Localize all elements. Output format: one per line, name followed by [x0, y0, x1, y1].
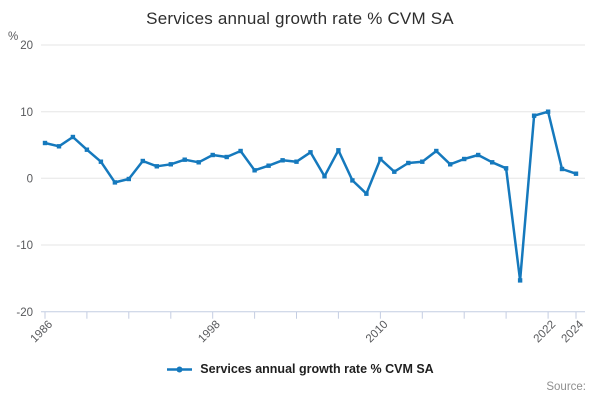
- data-point: [531, 113, 537, 118]
- data-point: [140, 158, 145, 164]
- data-point: [182, 157, 187, 162]
- data-point: [517, 278, 523, 283]
- data-point: [364, 191, 369, 196]
- data-point: [266, 163, 271, 168]
- svg-text:1986: 1986: [29, 319, 56, 346]
- data-point: [392, 169, 397, 174]
- data-point: [378, 156, 383, 162]
- source-label: Source:: [546, 381, 586, 393]
- data-point: [84, 147, 90, 152]
- data-point: [476, 152, 481, 158]
- data-point: [252, 168, 257, 173]
- legend-label: Services annual growth rate % CVM SA: [200, 362, 434, 376]
- series-line: [42, 109, 579, 283]
- svg-text:-20: -20: [16, 307, 33, 319]
- series-path: [43, 110, 578, 282]
- data-point: [280, 158, 285, 163]
- legend-item[interactable]: Services annual growth rate % CVM SA: [166, 362, 434, 376]
- gridlines: [41, 44, 585, 313]
- data-point: [126, 176, 131, 182]
- data-point: [294, 159, 299, 164]
- data-point: [56, 144, 62, 149]
- data-point: [308, 150, 313, 155]
- legend: Services annual growth rate % CVM SA: [0, 362, 600, 376]
- data-point: [336, 148, 341, 153]
- data-point: [350, 178, 355, 183]
- data-point: [196, 160, 201, 165]
- data-point: [112, 180, 118, 185]
- data-point: [490, 160, 495, 165]
- data-point: [406, 160, 411, 166]
- data-point: [168, 162, 173, 167]
- data-point: [322, 174, 327, 179]
- svg-text:2024: 2024: [560, 318, 587, 345]
- svg-text:2010: 2010: [364, 319, 391, 346]
- svg-text:-10: -10: [16, 240, 33, 252]
- x-axis-ticks: [44, 311, 577, 319]
- data-point: [70, 134, 76, 140]
- data-point: [154, 164, 159, 169]
- data-point: [434, 148, 439, 154]
- svg-text:1998: 1998: [196, 319, 223, 346]
- data-point: [559, 166, 565, 172]
- data-point: [42, 140, 48, 146]
- legend-line-marker-icon: [167, 366, 193, 372]
- data-point: [545, 109, 551, 114]
- data-point: [224, 154, 229, 160]
- data-point: [573, 171, 579, 176]
- svg-text:10: 10: [20, 107, 33, 119]
- x-axis-tick-labels: 1986 1998 2010 2022 2024: [29, 318, 587, 345]
- data-point: [503, 166, 509, 171]
- chart-title: Services annual growth rate % CVM SA: [146, 9, 454, 28]
- data-point: [420, 159, 425, 164]
- y-axis-tick-labels: 20 10 0 -10 -20: [16, 40, 33, 319]
- data-point: [238, 148, 243, 154]
- data-point: [448, 162, 453, 167]
- svg-text:2022: 2022: [532, 319, 559, 346]
- data-point: [98, 159, 104, 164]
- svg-text:0: 0: [27, 174, 33, 186]
- svg-text:20: 20: [20, 40, 33, 52]
- data-point: [462, 156, 467, 162]
- y-axis-unit-label: %: [8, 31, 18, 43]
- data-point: [210, 152, 215, 158]
